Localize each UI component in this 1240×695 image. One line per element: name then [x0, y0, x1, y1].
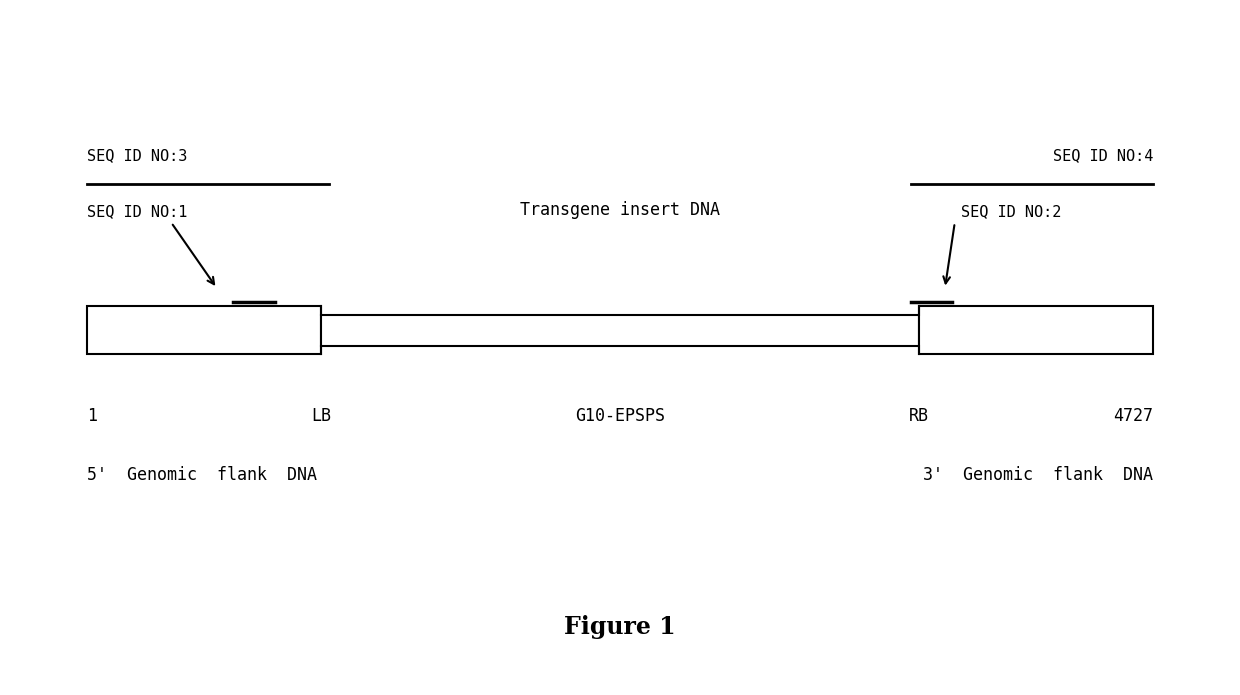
Text: SEQ ID NO:1: SEQ ID NO:1 [87, 204, 187, 219]
Text: SEQ ID NO:3: SEQ ID NO:3 [87, 148, 187, 163]
Text: RB: RB [909, 407, 929, 425]
Text: Transgene insert DNA: Transgene insert DNA [520, 201, 720, 219]
Text: 1: 1 [87, 407, 97, 425]
Polygon shape [321, 315, 919, 345]
Text: Figure 1: Figure 1 [564, 615, 676, 639]
Polygon shape [87, 306, 321, 354]
Text: SEQ ID NO:2: SEQ ID NO:2 [961, 204, 1061, 219]
Text: 3'  Genomic  flank  DNA: 3' Genomic flank DNA [924, 466, 1153, 484]
Text: LB: LB [311, 407, 331, 425]
Text: SEQ ID NO:4: SEQ ID NO:4 [1053, 148, 1153, 163]
Text: 4727: 4727 [1114, 407, 1153, 425]
Text: G10-EPSPS: G10-EPSPS [575, 407, 665, 425]
Polygon shape [919, 306, 1153, 354]
Text: 5'  Genomic  flank  DNA: 5' Genomic flank DNA [87, 466, 316, 484]
